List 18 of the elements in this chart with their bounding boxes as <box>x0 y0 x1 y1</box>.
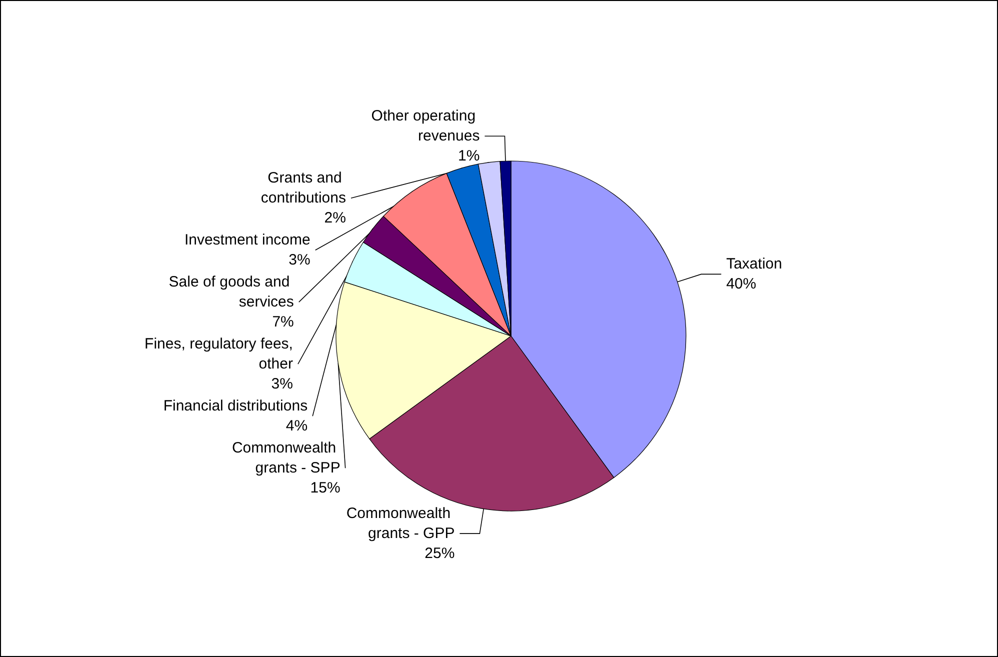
data-label: 7% <box>272 314 294 331</box>
data-label: 40% <box>726 276 756 293</box>
data-label: 15% <box>310 480 340 497</box>
data-label: 1% <box>458 148 480 165</box>
slice-label: Investment income <box>184 232 310 249</box>
slice-label: Fines, regulatory fees, other <box>144 336 293 373</box>
data-label: 3% <box>288 252 310 269</box>
slice-label: Other operating revenues <box>371 108 480 145</box>
slice-label: Taxation <box>726 256 782 273</box>
data-label: 4% <box>286 418 308 435</box>
data-label: 2% <box>324 210 346 227</box>
slice-label: Financial distributions <box>163 398 308 415</box>
slice-label: Commonwealth grants - SPP <box>232 440 340 477</box>
data-label: 3% <box>271 376 293 393</box>
slice-label: Commonwealth grants - GPP <box>346 505 455 542</box>
slice-label: Grants and contributions <box>260 170 346 207</box>
slice-label: Sale of goods and services <box>168 274 294 311</box>
data-label: 25% <box>424 545 455 562</box>
